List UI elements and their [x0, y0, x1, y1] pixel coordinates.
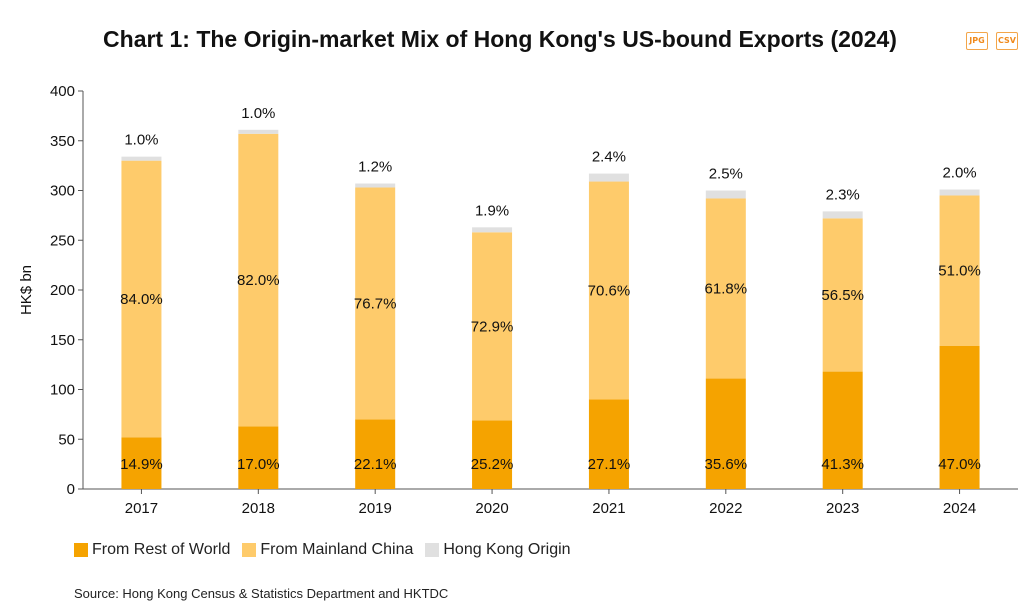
data-label-hong-kong-origin: 1.0%: [124, 132, 158, 149]
data-label-mainland-china: 84.0%: [120, 291, 163, 308]
data-label-hong-kong-origin: 2.5%: [709, 166, 743, 183]
data-label-hong-kong-origin: 2.4%: [592, 149, 626, 166]
bar-mainland-china: [939, 195, 980, 346]
bar-rest-of-world: [355, 419, 396, 489]
y-tick-label: 150: [50, 332, 75, 349]
bar-mainland-china: [472, 232, 513, 421]
bar-mainland-china: [588, 181, 629, 400]
x-tick-label: 2018: [242, 500, 275, 517]
bar-hong-kong-origin: [355, 183, 396, 188]
bar-rest-of-world: [822, 371, 863, 489]
bar-chart: 0 50 100 150 200 250 300 350 400 HK$ bn 2017 14.9% 8…: [18, 83, 1018, 517]
data-label-hong-kong-origin: 1.2%: [358, 159, 392, 176]
legend-swatch-hong-kong-origin: [425, 543, 440, 557]
chart-title: Chart 1: The Origin-market Mix of Hong K…: [103, 26, 897, 52]
legend-item-mainland-china[interactable]: From Mainland China: [242, 541, 413, 559]
bar-mainland-china: [705, 198, 746, 379]
data-label-rest-of-world: 17.0%: [237, 456, 280, 473]
legend-item-hong-kong-origin[interactable]: Hong Kong Origin: [425, 541, 571, 559]
chart-legend: From Rest of World From Mainland China H…: [74, 541, 583, 559]
data-label-rest-of-world: 35.6%: [705, 456, 748, 473]
source-note: Source: Hong Kong Census & Statistics De…: [74, 586, 449, 601]
data-label-mainland-china: 61.8%: [705, 281, 748, 298]
legend-swatch-rest-of-world: [74, 543, 88, 557]
data-label-mainland-china: 51.0%: [938, 263, 981, 280]
data-label-rest-of-world: 41.3%: [821, 456, 864, 473]
bar-hong-kong-origin: [822, 211, 863, 219]
x-tick-label: 2022: [709, 500, 742, 517]
data-label-mainland-china: 72.9%: [471, 318, 514, 335]
bar-mainland-china: [121, 160, 162, 438]
bar-rest-of-world: [705, 378, 746, 489]
bar-hong-kong-origin: [121, 156, 162, 161]
bar-rest-of-world: [121, 437, 162, 489]
y-tick-label: 200: [50, 282, 75, 299]
x-tick-label: 2021: [592, 500, 625, 517]
data-label-mainland-china: 76.7%: [354, 295, 397, 312]
bar-hong-kong-origin: [939, 189, 980, 196]
y-tick-label: 350: [50, 133, 75, 150]
data-label-hong-kong-origin: 1.0%: [241, 105, 275, 122]
data-label-rest-of-world: 27.1%: [588, 456, 631, 473]
data-label-rest-of-world: 47.0%: [938, 456, 981, 473]
jpg-download-icon[interactable]: JPG: [966, 32, 988, 50]
legend-item-rest-of-world[interactable]: From Rest of World: [74, 541, 230, 559]
y-axis-label: HK$ bn: [18, 265, 35, 315]
bar-rest-of-world: [588, 399, 629, 489]
x-tick-label: 2020: [475, 500, 508, 517]
y-tick-label: 0: [67, 481, 75, 498]
data-label-rest-of-world: 25.2%: [471, 456, 514, 473]
data-label-mainland-china: 82.0%: [237, 272, 280, 289]
data-label-mainland-china: 70.6%: [588, 282, 631, 299]
bar-hong-kong-origin: [588, 173, 629, 182]
x-tick-label: 2023: [826, 500, 859, 517]
bar-hong-kong-origin: [705, 190, 746, 199]
data-label-hong-kong-origin: 2.3%: [826, 186, 860, 203]
legend-label-rest-of-world: From Rest of World: [92, 541, 231, 558]
x-tick-label: 2019: [359, 500, 392, 517]
bar-rest-of-world: [238, 426, 279, 489]
data-label-mainland-china: 56.5%: [821, 287, 864, 304]
data-label-hong-kong-origin: 1.9%: [475, 202, 509, 219]
bar-mainland-china: [238, 133, 279, 427]
legend-label-mainland-china: From Mainland China: [260, 541, 414, 558]
data-label-rest-of-world: 14.9%: [120, 456, 163, 473]
y-tick-label: 300: [50, 183, 75, 200]
bar-mainland-china: [355, 187, 396, 420]
y-tick-label: 100: [50, 382, 75, 399]
data-label-hong-kong-origin: 2.0%: [942, 165, 976, 182]
x-tick-label: 2024: [943, 500, 976, 517]
x-tick-label: 2017: [125, 500, 158, 517]
data-label-rest-of-world: 22.1%: [354, 456, 397, 473]
bar-hong-kong-origin: [238, 129, 279, 134]
y-tick-label: 50: [58, 431, 75, 448]
y-tick-label: 250: [50, 232, 75, 249]
bar-hong-kong-origin: [472, 227, 513, 233]
bar-rest-of-world: [939, 345, 980, 489]
legend-swatch-mainland-china: [242, 543, 257, 557]
legend-label-hong-kong-origin: Hong Kong Origin: [443, 541, 571, 558]
bar-rest-of-world: [472, 420, 513, 489]
bar-mainland-china: [822, 218, 863, 372]
y-tick-label: 400: [50, 83, 75, 100]
